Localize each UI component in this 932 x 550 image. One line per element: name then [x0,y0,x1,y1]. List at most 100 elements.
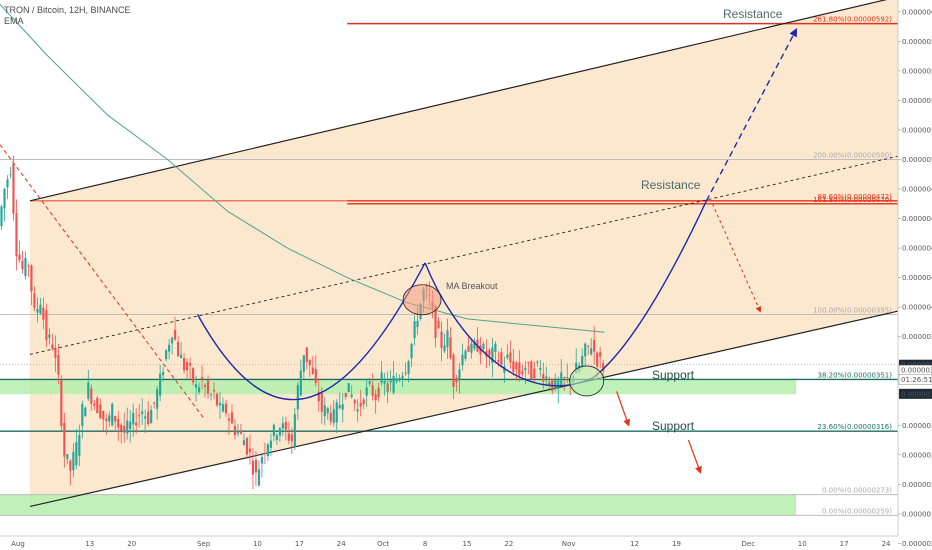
candle-body [527,362,530,364]
candle [305,347,308,370]
candle-body [434,306,437,339]
candle-body [12,163,15,214]
candle-body [84,407,87,417]
candle [563,376,566,391]
candle-body [221,404,225,412]
y-tick-label: 0.00000400 [902,304,932,312]
candle [401,371,404,388]
candle-body [371,385,374,396]
candle [168,338,171,360]
candle-body [581,356,584,367]
fib-level-label: 0.00%(0.00000259) [822,507,892,515]
cup-curve-2 [424,262,593,387]
fib-level-label: 88.60%(0.00000472) [818,193,893,201]
candle [245,436,249,460]
candle-body [126,420,129,434]
candle [138,404,141,428]
price-tag-label: 0.00000360 [901,367,932,375]
candle [165,348,168,362]
candle-body [147,411,150,425]
candle-body [42,307,45,320]
candle-body [21,260,24,270]
price-tag-label: 0.00000344 [901,390,932,398]
candle [0,204,3,230]
y-tick-label: 0.00000480 [902,186,932,194]
candle-body [317,391,320,402]
candle-body [458,369,461,381]
candle-body [566,377,569,379]
downtrend-line [0,144,204,419]
x-tick-label: Oct [377,540,389,548]
candle-body [81,403,84,427]
candle-body [284,422,287,430]
candle [206,375,210,399]
candle [599,346,602,369]
candle [545,366,548,387]
candle-body [326,408,329,414]
candle [123,412,126,443]
y-tick-label: 0.00000580 [902,38,932,46]
candle-body [171,337,174,344]
candle-body [296,384,299,410]
candle [156,385,159,420]
y-tick-label: 0.00000500 [902,156,932,164]
candle-body [105,418,108,422]
candle-body [239,431,243,434]
bearish-path-arrow [711,203,762,313]
candle-body [194,384,198,388]
candle-body [260,457,263,464]
candle [395,372,398,384]
candle-body [455,377,458,383]
x-tick-label: 17 [840,540,849,548]
ma-breakout-marker [402,284,442,316]
candle [36,297,39,323]
candle [443,333,446,354]
candle-body [539,367,542,370]
candle-body [162,371,165,376]
x-tick-label: 19 [672,540,681,548]
candle [126,407,129,440]
candle-body [27,265,30,267]
candle-body [356,409,359,412]
candle [102,410,105,431]
candle-body [551,378,554,391]
ma-breakout-label: MA Breakout [446,281,498,291]
candle-body [203,384,207,387]
candle [162,366,165,382]
candle-body [218,403,222,406]
x-tick-label: 20 [127,540,136,548]
candle-body [39,304,42,314]
candle-body [209,394,213,396]
candle [380,361,383,386]
candle-body [48,334,51,338]
fib-level-label: 100.00%(0.00000395) [813,307,892,315]
candle-body [129,421,132,429]
resistance-label-top: Resistance [723,7,783,21]
candle [150,405,153,424]
candle-body [398,377,401,380]
x-tick-label: 12 [630,540,639,548]
candle-body [413,321,416,339]
candle-body [599,352,602,357]
candle-body [515,362,518,370]
channel-lower-line [29,310,898,508]
candle [278,426,281,442]
candle [27,263,30,278]
candle [389,370,392,392]
candle-body [236,432,240,434]
candle [6,175,9,199]
y-tick-label: 0.00000320 [902,422,932,430]
candle-body [548,381,551,386]
candle-body [156,389,159,409]
candle [188,357,192,380]
candle-body [3,188,6,209]
x-tick-label: 10 [253,540,262,548]
candle-body [392,375,395,393]
candle-body [512,361,515,372]
plot-area[interactable]: 261.80%(0.00000592) 200.00%(0.00000500) 88… [0,0,916,516]
channel-mid-line [29,155,898,355]
candle-body [596,352,599,367]
candle [174,316,177,341]
